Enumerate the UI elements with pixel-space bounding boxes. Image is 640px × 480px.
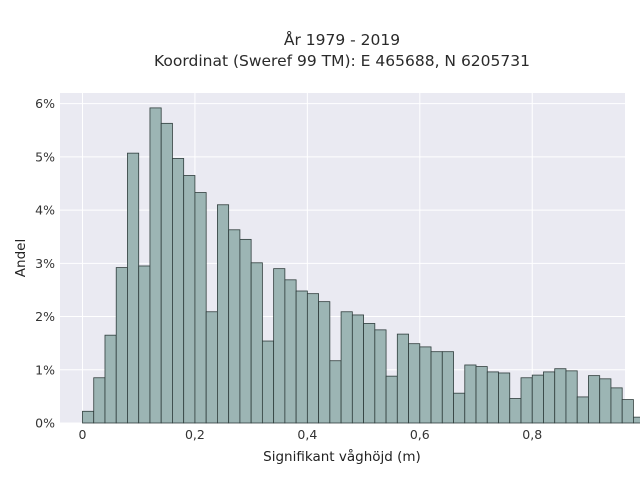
y-tick-label-5: 5% <box>35 149 55 164</box>
histogram-bar-13 <box>228 229 241 424</box>
histogram-bar-30 <box>419 346 432 424</box>
histogram-bar-5 <box>138 265 151 424</box>
x-tick-label-4: 0,8 <box>522 427 542 442</box>
histogram-bar-10 <box>194 192 207 424</box>
histogram-bar-23 <box>340 311 353 424</box>
histogram-bar-17 <box>273 268 286 424</box>
histogram-bar-36 <box>486 371 499 424</box>
histogram-bar-40 <box>531 374 544 424</box>
y-tick-label-3: 3% <box>35 256 55 271</box>
histogram-bar-0 <box>82 410 95 424</box>
histogram-bar-8 <box>172 158 185 424</box>
histogram-bar-33 <box>453 392 466 424</box>
histogram-bar-35 <box>475 366 488 424</box>
y-axis-label: Andel <box>13 239 29 277</box>
histogram-bar-2 <box>104 334 117 424</box>
y-tick-label-6: 6% <box>35 96 55 111</box>
histogram-bar-45 <box>588 375 601 424</box>
histogram-bar-47 <box>610 387 623 424</box>
y-tick-label-2: 2% <box>35 309 55 324</box>
histogram-bar-6 <box>149 107 162 424</box>
histogram-bar-32 <box>441 351 454 424</box>
histogram-bars <box>82 107 640 424</box>
x-tick-label-3: 0,6 <box>410 427 430 442</box>
histogram-bar-19 <box>295 290 308 424</box>
x-axis-label: Signifikant våghöjd (m) <box>263 448 421 465</box>
histogram-bar-34 <box>464 364 477 424</box>
x-tick-label-2: 0,4 <box>297 427 317 442</box>
histogram-bar-22 <box>329 360 342 424</box>
histogram-bar-26 <box>374 329 387 424</box>
x-tick-label-1: 0,2 <box>185 427 205 442</box>
y-tick-label-0: 0% <box>35 416 55 431</box>
y-tick-label-1: 1% <box>35 362 55 377</box>
histogram-bar-48 <box>621 399 634 424</box>
histogram-bar-38 <box>509 398 522 424</box>
histogram-bar-27 <box>385 375 398 424</box>
histogram-bar-9 <box>183 175 196 424</box>
histogram-bar-21 <box>318 301 331 424</box>
histogram-bar-11 <box>205 311 218 424</box>
histogram-bar-3 <box>115 267 128 424</box>
histogram-bar-43 <box>565 370 578 424</box>
histogram-bar-37 <box>498 372 511 424</box>
histogram-bar-20 <box>306 293 319 424</box>
histogram-bar-24 <box>351 314 364 424</box>
histogram-bar-4 <box>127 152 140 424</box>
histogram-bar-42 <box>554 368 567 424</box>
chart-title-line-1: År 1979 - 2019 <box>284 30 400 49</box>
histogram-bar-28 <box>396 333 409 424</box>
histogram-bar-31 <box>430 351 443 424</box>
histogram-bar-49 <box>633 416 640 424</box>
x-axis-tick-labels: 0 0,2 0,4 0,6 0,8 <box>79 427 543 442</box>
chart-title-line-2: Koordinat (Sweref 99 TM): E 465688, N 62… <box>154 52 530 70</box>
x-tick-label-0: 0 <box>79 427 87 442</box>
y-axis-tick-labels: 0% 1% 2% 3% 4% 5% 6% <box>35 96 55 430</box>
histogram-bar-25 <box>363 323 376 424</box>
histogram-bar-44 <box>576 396 589 424</box>
histogram-bar-16 <box>261 340 275 424</box>
y-tick-label-4: 4% <box>35 203 55 218</box>
histogram-bar-12 <box>217 204 230 424</box>
histogram-bar-7 <box>160 122 173 424</box>
histogram-bar-1 <box>93 377 106 424</box>
histogram-bar-39 <box>520 377 533 424</box>
histogram-bar-41 <box>543 371 556 424</box>
histogram-bar-14 <box>239 238 252 424</box>
histogram-bar-15 <box>250 262 263 424</box>
histogram-bar-29 <box>408 343 421 424</box>
histogram-bar-18 <box>284 279 297 424</box>
histogram-bar-46 <box>599 378 612 424</box>
